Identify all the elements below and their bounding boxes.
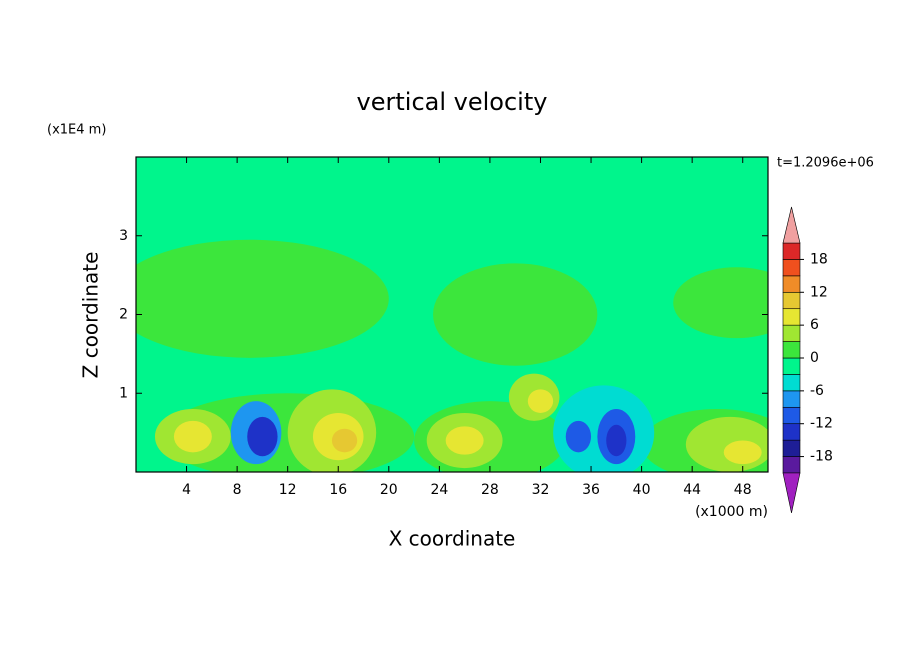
colorbar-box — [782, 291, 801, 310]
contour-region — [723, 440, 762, 465]
contour-region — [673, 267, 768, 339]
colorbar-over — [782, 206, 801, 244]
y-tick-label: 1 — [119, 385, 128, 401]
colorbar-tick-label: 18 — [810, 251, 828, 267]
x-tick-label: 40 — [633, 482, 651, 498]
colorbar-tick-label: -18 — [810, 449, 833, 465]
y-axis-label: Z coordinate — [79, 252, 103, 379]
colorbar-box — [782, 406, 801, 425]
chart-title: vertical velocity — [357, 88, 548, 116]
colorbar-tick-label: -12 — [810, 416, 833, 432]
colorbar-box — [782, 275, 801, 293]
colorbar-box — [782, 242, 801, 260]
colorbar-box — [782, 456, 801, 474]
colorbar-box — [782, 341, 801, 359]
contour-region — [173, 420, 212, 453]
contour-region — [433, 263, 598, 366]
x-tick-label: 48 — [734, 482, 752, 498]
contour-region — [247, 416, 278, 457]
contour-region — [527, 389, 554, 413]
colorbar-tick-label: 12 — [810, 284, 828, 300]
colorbar-box — [782, 308, 801, 326]
x-tick-label: 16 — [329, 482, 347, 498]
colorbar-box — [782, 324, 801, 342]
x-tick-label: 32 — [532, 482, 550, 498]
time-annotation: t=1.2096e+06 — [777, 156, 874, 171]
contour-region — [565, 420, 592, 453]
x-tick-label: 36 — [582, 482, 600, 498]
colorbar-box — [782, 259, 801, 277]
colorbar-tick-label: -6 — [810, 383, 824, 399]
colorbar-box — [782, 357, 801, 375]
x-tick-label: 12 — [279, 482, 297, 498]
colorbar-tick-label: 6 — [810, 317, 819, 333]
x-tick-label: 28 — [481, 482, 499, 498]
x-tick-label: 44 — [683, 482, 701, 498]
x-axis-label: X coordinate — [389, 527, 516, 551]
contour-region — [331, 428, 358, 453]
x-tick-label: 20 — [380, 482, 398, 498]
x-unit: (x1000 m) — [695, 504, 768, 520]
x-tick-label: 4 — [182, 482, 191, 498]
colorbar-under — [782, 472, 801, 514]
contour-region — [136, 239, 389, 358]
colorbar-box — [782, 423, 801, 441]
colorbar-box — [782, 390, 801, 408]
y-unit: (x1E4 m) — [47, 123, 106, 138]
x-tick-label: 24 — [430, 482, 448, 498]
x-tick-label: 8 — [233, 482, 242, 498]
y-tick-label: 3 — [119, 228, 128, 244]
contour-region — [445, 426, 484, 455]
contour-field — [136, 157, 768, 472]
colorbar-box — [782, 439, 801, 457]
colorbar-tick-label: 0 — [810, 350, 819, 366]
colorbar-box — [782, 374, 801, 392]
contour-region — [606, 424, 627, 457]
y-tick-label: 2 — [119, 307, 128, 323]
